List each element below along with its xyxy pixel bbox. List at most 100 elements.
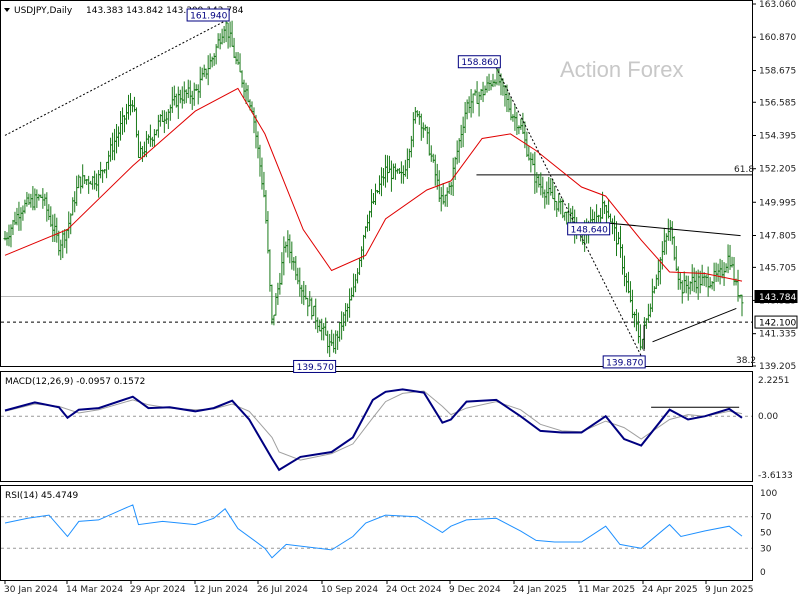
price-annotations: 161.940 158.860 148.640 139.570 139.870 [186,8,646,373]
rsi-guides [1,516,752,549]
annotation-box [186,8,230,22]
price-bar [59,239,63,261]
price-bar [457,138,461,163]
price-bar [87,175,91,194]
price-bar [180,86,184,109]
price-bar [692,267,696,293]
price-bar [152,129,156,148]
price-bar [71,197,75,216]
time-axis-label: 14 Mar 2024 [66,585,123,595]
price-bar [473,89,477,96]
price-bar [45,192,49,222]
price-bar [553,185,557,211]
price-bar [618,225,622,258]
price-bar [296,267,300,285]
price-axis-label: 156.585 [759,98,796,108]
price-bar [455,140,459,165]
price-bar [427,127,431,156]
price-bar [364,226,368,239]
price-bar [557,193,561,212]
price-bar [228,21,232,48]
price-bar [529,152,533,173]
price-bar [316,317,320,333]
price-bar [242,79,246,98]
price-bar [354,273,358,293]
time-axis-label: 24 Apr 2025 [642,585,698,595]
symbol-dropdown-icon[interactable] [4,8,10,12]
price-bar [471,93,475,114]
price-bar [17,201,21,231]
price-bar [51,214,55,242]
rsi-line [4,504,743,559]
rsi-axis-label: 70 [760,513,772,523]
annotation-label: 139.870 [606,358,643,368]
price-bar [624,273,628,293]
price-bar [79,176,83,194]
annotation-box [457,55,501,69]
trendlines [4,20,741,357]
macd-axis-label: -3.6133 [758,471,793,481]
price-axis-label: 145.705 [759,263,796,273]
price-bar [515,111,519,136]
price-bar [164,111,168,124]
price-bar [696,269,700,300]
price-bar [720,260,724,279]
panel-frames [0,0,753,581]
price-bar [126,94,130,120]
price-bar [650,278,654,313]
rsi-axis-label: 0 [760,568,766,578]
price-axis-label: 163.060 [759,0,796,10]
time-axis-label: 9 Jun 2025 [705,585,753,595]
price-bar [716,263,720,282]
price-bar [648,303,652,318]
price-bar [368,210,372,231]
price-bar [678,272,682,290]
price-bar [304,284,308,300]
price-bar [300,284,304,304]
macd-axis: 2.2251 0.00 -3.6133 [758,376,793,481]
price-bar [150,136,154,147]
price-bar [168,104,172,121]
price-bar [81,164,85,189]
price-bar [543,189,547,209]
price-bar [668,219,672,242]
annotation-label: 148.640 [571,225,608,235]
price-bar [672,236,676,261]
price-bar [656,259,660,286]
price-bar [391,163,395,180]
rsi-axis-label: 30 [760,544,772,554]
price-axis-label: 158.675 [759,67,796,77]
price-axis-label: 147.805 [759,231,796,241]
price-bar [91,175,95,190]
price-bar [680,280,684,304]
price-bar [638,324,642,351]
price-bar [260,157,264,190]
price-bar [694,270,698,294]
price-bars [3,9,744,358]
price-bar [119,110,123,141]
price-bar [226,22,230,49]
guide-lines: 61.8 38.2 [1,165,756,366]
price-bar [481,81,485,103]
price-bar [286,230,290,258]
price-bar [383,154,387,188]
price-bar [136,130,140,159]
price-bar [121,107,125,135]
price-bar [23,199,27,214]
price-bar [140,146,144,162]
price-bar [176,86,180,119]
price-bar [160,110,164,122]
price-bar [206,55,210,86]
price-bar [609,213,613,223]
price-bar [628,281,632,303]
annotation-label: 161.940 [190,11,227,21]
price-bar [439,187,443,212]
price-bar [706,266,710,297]
rsi-axis: 100 70 50 30 0 [760,489,777,578]
price-axis-label: 139.205 [759,362,796,372]
price-bar [652,286,656,294]
price-bar [517,125,521,135]
price-axis-label: 160.870 [759,33,796,43]
price-bar [41,188,45,209]
